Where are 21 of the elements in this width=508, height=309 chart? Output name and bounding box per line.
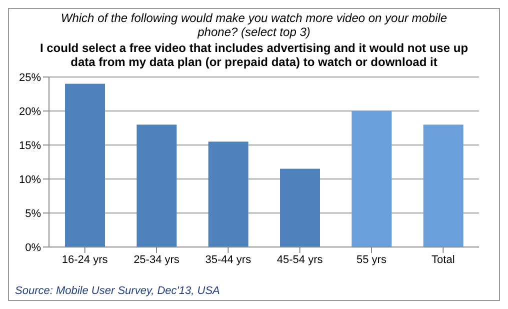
x-tick-label: 55 yrs	[356, 254, 387, 266]
x-tick-label: 45-54 yrs	[276, 254, 324, 266]
x-tick-label: 25-34 yrs	[134, 254, 180, 266]
bar	[280, 168, 320, 247]
bar	[208, 142, 248, 247]
y-tick-label: 15%	[18, 140, 42, 152]
y-tick-label: 5%	[25, 208, 42, 220]
x-tick-label: Total	[432, 254, 455, 266]
y-tick-label: 0%	[25, 242, 42, 254]
bar	[352, 111, 392, 247]
chart-subtitle: I could select a free video that includes advertising and it would not use up data from my data plan (or prepaid data) to watch or download it	[38, 40, 470, 69]
bar	[136, 124, 177, 247]
y-tick-label: 10%	[18, 174, 42, 186]
x-tick-label: 35-44 yrs	[205, 254, 252, 266]
y-tick-label: 20%	[18, 106, 42, 118]
bar	[65, 84, 105, 247]
x-tick-label: 16-24 yrs	[62, 254, 108, 266]
bar	[423, 124, 464, 247]
y-tick-label: 25%	[18, 72, 42, 84]
source-note: Source: Mobile User Survey, Dec'13, USA	[15, 285, 220, 297]
chart-title: Which of the following would make you watch more video on your mobile phone? (select top 3)	[60, 10, 448, 39]
